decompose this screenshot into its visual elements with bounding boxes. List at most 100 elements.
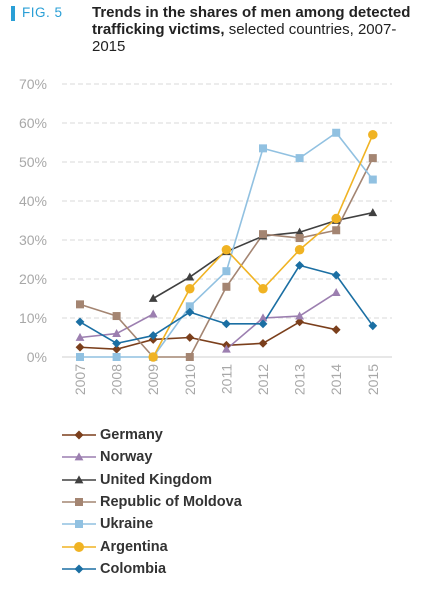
data-point-ukraine [222,267,231,276]
legend-item-germany: Germany [60,424,242,446]
data-point-germany [75,342,85,352]
legend-swatch [62,541,96,552]
data-point-republic-of-moldova [185,353,194,361]
y-tick-label: 20% [19,271,47,287]
data-point-colombia [331,270,341,280]
data-point-ukraine [368,175,377,184]
data-point-ukraine [259,144,267,153]
series-line-colombia [79,264,374,345]
legend-label: Germany [100,427,163,444]
data-point-ukraine [332,128,341,137]
legend-label: United Kingdom [100,471,212,488]
data-point-argentina [258,284,268,294]
legend-marker [74,475,84,484]
data-point-colombia [148,331,158,340]
y-tick-label: 0% [27,349,47,365]
legend-label: Norway [100,449,153,466]
data-point-republic-of-moldova [76,300,84,309]
series-line-norway [225,291,337,350]
legend-label: Republic of Moldova [100,494,242,511]
data-point-colombia [112,338,121,348]
legend-item-norway: Norway [60,446,242,468]
x-tick-label: 2009 [145,364,161,395]
data-point-colombia [258,319,268,329]
x-tick-label: 2012 [255,364,271,395]
x-tick-label: 2011 [218,364,234,394]
legend-label: Argentina [100,538,168,555]
chart-legend: Germany Norway United Kingdom Republic of M… [60,424,242,580]
data-point-argentina [185,284,195,294]
figure-label-bar [11,6,15,21]
data-point-norway [258,313,268,322]
data-point-united-kingdom [368,208,378,217]
data-point-norway [75,332,85,341]
legend-marker [74,430,84,440]
data-point-united-kingdom [295,227,304,236]
data-point-norway [331,288,341,297]
y-tick-label: 40% [19,193,47,209]
data-point-republic-of-moldova [222,282,231,291]
legend-label: Colombia [100,560,167,577]
line-chart: 0% 10% 20% 30% 40% 50% 60% 70% 2007 2008 2009 2010 2… [19,76,392,395]
data-point-republic-of-moldova [259,230,267,239]
data-point-republic-of-moldova [112,312,121,321]
data-point-ukraine [112,353,121,361]
x-tick-label: 2008 [109,364,125,395]
y-tick-label: 60% [19,115,47,131]
data-point-colombia [75,317,85,327]
data-point-ukraine [185,302,194,311]
data-point-argentina [221,245,232,255]
y-tick-label: 50% [19,154,47,170]
data-point-germany [331,325,341,335]
data-point-republic-of-moldova [295,234,304,243]
data-point-argentina [331,213,341,224]
data-point-norway [112,329,121,337]
chart-title-main: Trends in the shares of men among detect… [92,4,411,38]
legend-item-united-kingdom: United Kingdom [60,469,242,491]
data-point-germany [258,338,268,348]
legend-swatch [62,564,96,574]
data-point-germany [112,344,121,354]
legend-swatch [62,452,96,461]
x-tick-label: 2007 [72,364,88,395]
legend-item-colombia: Colombia [60,558,242,580]
data-point-republic-of-moldova [332,226,341,235]
legend-item-argentina: Argentina [60,535,242,557]
data-point-norway [295,311,304,320]
x-tick-label: 2014 [328,364,344,395]
y-tick-label: 70% [19,76,47,92]
legend-item-ukraine: Ukraine [60,513,242,535]
data-point-norway [148,309,158,318]
data-point-norway [222,344,231,353]
y-tick-label: 10% [19,310,47,326]
data-point-ukraine [76,353,84,361]
legend-item-republic-of-moldova: Republic of Moldova [60,491,242,513]
legend-marker [74,564,84,574]
legend-marker [75,520,83,529]
data-point-ukraine [295,154,304,163]
chart-title: Trends in the shares of men among detect… [92,4,412,55]
series-line-germany [79,321,337,351]
legend-marker [74,541,84,552]
legend-marker [75,498,83,507]
data-point-germany [295,317,304,327]
x-tick-label: 2013 [292,364,308,395]
data-point-argentina [294,245,305,255]
data-point-colombia [222,319,231,329]
data-point-republic-of-moldova [368,154,377,163]
y-tick-label: 30% [19,232,47,248]
legend-swatch [62,520,96,529]
x-tick-label: 2015 [365,364,381,395]
data-point-colombia [185,307,195,317]
data-point-united-kingdom [185,272,195,281]
legend-swatch [62,475,96,484]
data-point-united-kingdom [148,293,158,302]
figure-label: FIG. 5 [22,5,63,20]
chart-title-sub: selected countries, 2007-2015 [92,21,397,55]
legend-marker [74,452,84,461]
x-tick-label: 2010 [182,364,198,395]
data-point-colombia [295,260,304,270]
data-point-colombia [368,321,378,331]
data-point-germany [185,333,195,342]
legend-swatch [62,498,96,507]
